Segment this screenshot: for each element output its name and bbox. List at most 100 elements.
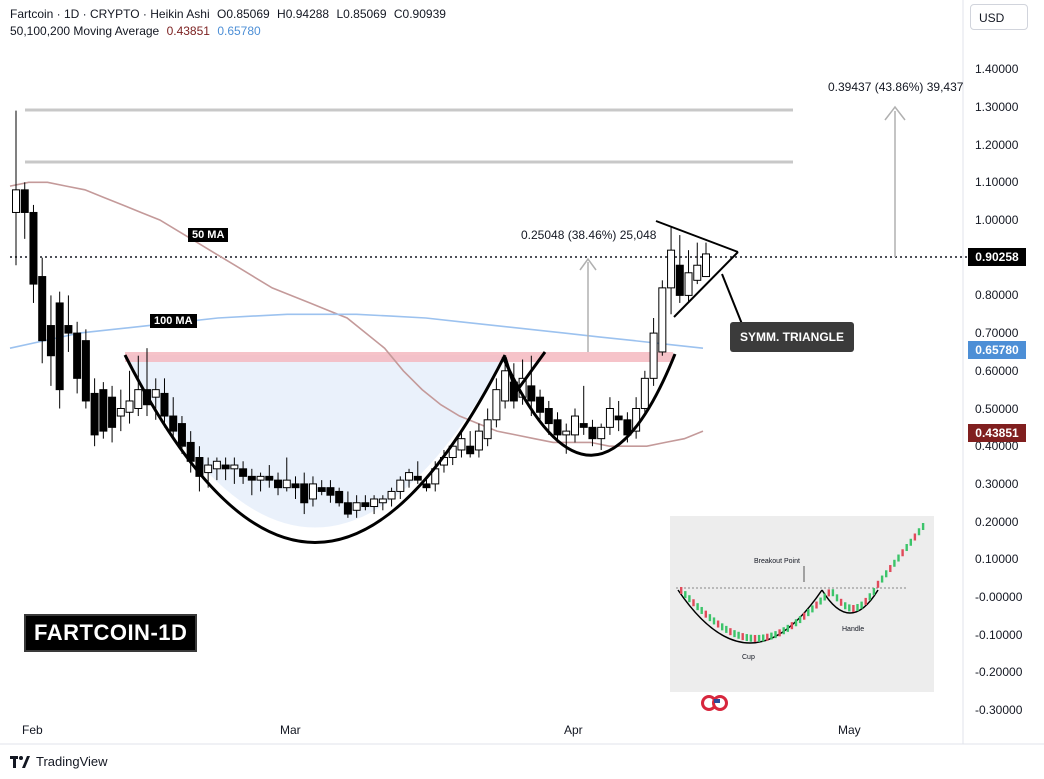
currency-button[interactable]: USD	[970, 4, 1028, 30]
candle-body-down	[291, 483, 300, 489]
candle	[536, 389, 545, 420]
inset-candle	[704, 610, 707, 618]
candle-body-down	[466, 445, 475, 455]
symbol-big-label: FARTCOIN-1D	[24, 614, 198, 652]
candle	[335, 487, 344, 507]
open-value: 0.85069	[226, 7, 270, 21]
measure-large-label: 0.39437 (43.86%) 39,437	[828, 80, 964, 94]
candle	[169, 397, 178, 439]
candle-body-up	[256, 475, 265, 481]
inset-candle	[700, 606, 703, 614]
ma-indicator-label[interactable]: 50,100,200 Moving Average	[10, 24, 160, 38]
y-tick-label: 0.60000	[975, 363, 1019, 378]
candle-body-up	[212, 460, 221, 470]
tradingview-logo-icon[interactable]	[10, 755, 30, 768]
candle-body-down	[81, 340, 90, 402]
candle-body-down	[64, 325, 73, 334]
inset-diagram	[676, 523, 925, 644]
candle	[405, 468, 414, 488]
symbol-title[interactable]: Fartcoin · 1D · CRYPTO · Heikin Ashi	[10, 7, 210, 21]
candle-body-down	[527, 385, 536, 402]
candle-body-down	[29, 211, 38, 285]
ma50-line	[9, 181, 704, 448]
ma50-price-tag: 0.43851	[968, 424, 1026, 442]
candle-body-up	[151, 389, 160, 398]
candle	[466, 431, 475, 458]
candle	[282, 457, 291, 492]
inset-candle	[786, 624, 789, 632]
candle	[693, 242, 702, 285]
inset-candle	[749, 634, 753, 642]
inset-candle	[741, 633, 744, 641]
ma100-line	[9, 313, 704, 349]
candle	[29, 204, 38, 303]
y-tick-label: -0.00000	[975, 590, 1023, 604]
cup-right-lip	[503, 351, 547, 396]
y-tick-label: 0.30000	[975, 476, 1019, 491]
candle	[527, 355, 536, 417]
current-price-tag: 0.90258	[968, 248, 1026, 266]
candle-body-down	[274, 479, 283, 489]
candle	[291, 476, 300, 499]
inset-candle	[729, 628, 732, 636]
candle	[352, 495, 361, 518]
candle-body-up	[693, 264, 702, 281]
candle	[247, 468, 256, 496]
candle	[588, 419, 597, 447]
candle	[116, 389, 125, 432]
candle-body-down	[343, 502, 352, 515]
inset-candle	[889, 565, 892, 573]
triangle-upper	[655, 220, 739, 253]
footer-brand[interactable]: TradingView	[36, 754, 108, 769]
candle	[317, 480, 326, 496]
candle	[684, 250, 693, 303]
candle-body-down	[326, 487, 335, 496]
inset-candle	[913, 533, 917, 541]
handle-curve	[501, 353, 677, 457]
candle-body-down	[55, 302, 64, 391]
ma50-header-value: 0.43851	[166, 24, 210, 38]
cup-fill-area	[125, 355, 505, 528]
candle	[474, 423, 483, 458]
candle	[649, 318, 658, 386]
candle	[378, 495, 387, 511]
candle	[579, 385, 588, 435]
candle-body-up	[474, 430, 483, 451]
inset-candle	[852, 604, 855, 612]
inset-candle	[774, 631, 777, 639]
y-tick-label: 1.20000	[975, 137, 1019, 152]
inset-candle	[733, 630, 736, 638]
chart-header: Fartcoin · 1D · CRYPTO · Heikin Ashi O0.…	[10, 6, 446, 40]
candle	[99, 382, 108, 439]
candle	[265, 465, 274, 488]
candle-body-up	[501, 370, 510, 402]
inset-candle	[905, 544, 908, 552]
candle-body-down	[265, 475, 274, 481]
candle	[702, 242, 710, 278]
inset-candle	[737, 631, 740, 639]
candle-body-up	[483, 419, 492, 440]
inset-candle	[684, 591, 687, 599]
candle	[38, 257, 47, 364]
inset-candle	[815, 601, 818, 609]
candle	[134, 355, 143, 417]
y-tick-label: 1.30000	[975, 99, 1019, 114]
candle	[413, 461, 422, 484]
candle	[274, 472, 283, 496]
candle-body-up	[12, 189, 20, 213]
inset-candle	[872, 588, 876, 596]
inset-candle	[848, 604, 851, 612]
candle	[361, 495, 370, 511]
candle	[553, 412, 562, 443]
candle-body-up	[308, 483, 317, 500]
candle-body-down	[536, 396, 545, 413]
inset-candle	[692, 599, 695, 607]
ma-row: 50,100,200 Moving Average 0.43851 0.6578…	[10, 23, 446, 40]
inset-candle	[868, 593, 871, 601]
inset-candle	[745, 634, 748, 642]
candle-body-up	[396, 479, 405, 492]
open-key: O	[216, 7, 227, 21]
inset-candle	[716, 620, 720, 628]
candle-body-down	[361, 502, 370, 508]
